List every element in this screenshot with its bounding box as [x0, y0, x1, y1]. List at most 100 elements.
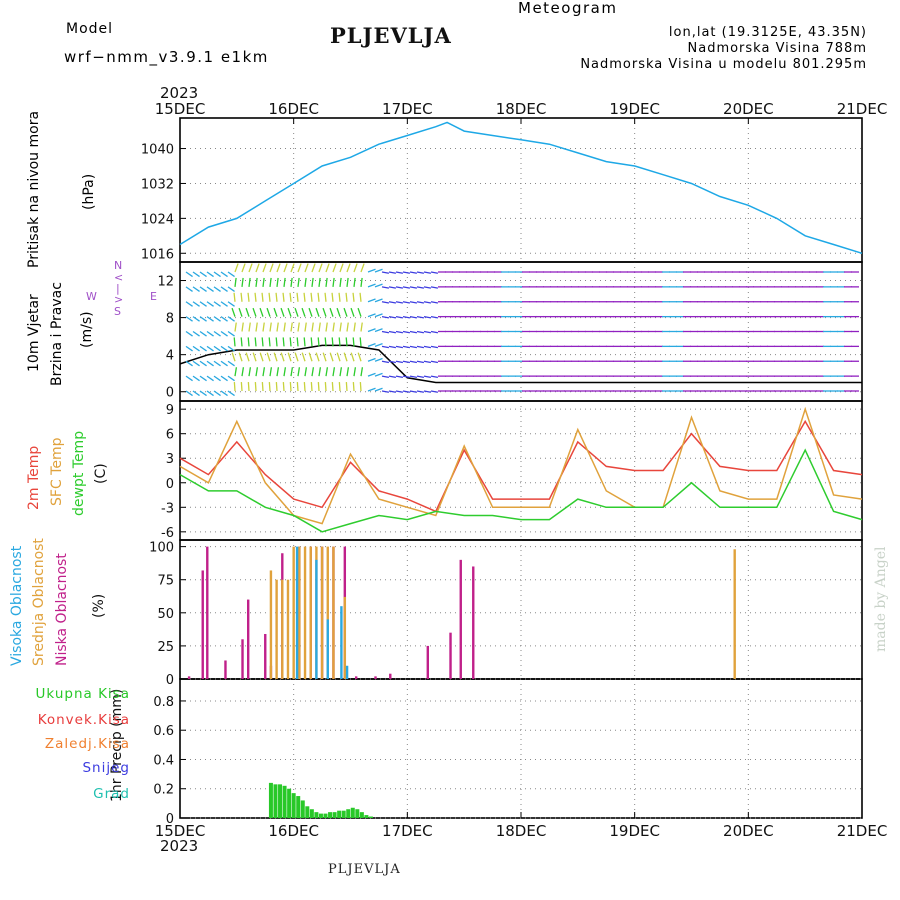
wind-arrow: [296, 381, 299, 392]
wind-arrow: [240, 337, 243, 347]
wind-arrow: [294, 307, 299, 317]
wind-arrow: [276, 263, 281, 273]
wind-arrow: [192, 345, 200, 352]
wind-arrow: [331, 337, 334, 347]
wind-arrow: [352, 337, 355, 347]
wind-arrow: [430, 390, 439, 393]
wind-arrow: [409, 286, 418, 289]
wind-arrow: [423, 286, 432, 289]
visoka-oblacnost-bar: [345, 665, 349, 679]
wind-arrow: [234, 322, 237, 332]
wind-arrow: [282, 381, 285, 392]
wind-arrow: [185, 360, 193, 367]
wind-arrow: [199, 271, 207, 278]
wind-arrow: [352, 381, 355, 392]
wind-arrow: [185, 375, 193, 382]
wind-arrow: [192, 301, 200, 307]
wind-arrow: [339, 263, 344, 273]
wind-arrow: [325, 322, 328, 332]
wind-arrow: [185, 316, 193, 322]
wind-arrow: [402, 375, 411, 378]
niska-oblacnost-bar: [247, 599, 250, 679]
wind-arrow: [220, 360, 228, 367]
wind-arrow: [247, 292, 250, 302]
year-bottom: 2023: [160, 837, 199, 855]
wind-arrow: [303, 337, 306, 347]
wind-arrow: [395, 360, 404, 364]
wind-arrow: [199, 316, 207, 322]
wind-arrow: [199, 301, 207, 307]
wind-arrow: [430, 360, 439, 364]
wind-arrow: [332, 367, 336, 377]
wind-arrow: [360, 322, 363, 332]
wind-arrow: [308, 352, 313, 362]
wind-arrow: [336, 307, 341, 317]
wind-arrow: [315, 352, 320, 362]
wind-arrow: [336, 352, 341, 362]
wind-arrow: [227, 345, 235, 352]
y-tick-label: 25: [157, 640, 174, 655]
niska-oblacnost-bar: [187, 676, 191, 679]
wind-arrow: [276, 277, 279, 287]
wind-arrow: [381, 301, 390, 304]
wind-arrow: [329, 307, 334, 317]
wind-arrow: [276, 322, 279, 332]
wind-arrow: [185, 330, 193, 337]
wind-arrow: [381, 315, 390, 319]
wind-arrow: [395, 315, 404, 319]
srednja-oblacnost-bar: [343, 596, 347, 679]
x-tick-label-top: 15DEC: [155, 100, 206, 118]
wind-arrow: [374, 372, 383, 377]
niska-oblacnost-bar: [201, 570, 204, 679]
wind-arrow: [220, 271, 228, 278]
wind-arrow: [416, 375, 425, 378]
wind-arrow: [254, 337, 257, 347]
wind-arrow: [388, 390, 397, 393]
y-tick-label: 12: [157, 275, 174, 290]
wind-arrow: [233, 381, 236, 392]
wind-arrow: [220, 330, 228, 337]
wind-arrow: [206, 390, 214, 397]
wind-arrow: [416, 301, 425, 304]
wind-arrow: [338, 292, 341, 302]
wind-arrow: [352, 292, 355, 302]
wind-arrow: [248, 322, 251, 332]
wind-arrow: [290, 263, 295, 273]
x-tick-label-top: 16DEC: [268, 100, 319, 118]
wind-arrow: [238, 307, 243, 317]
ukupna-kisa-bar: [268, 782, 273, 818]
wind-arrow: [423, 315, 432, 319]
wind-arrow: [241, 277, 244, 287]
niska-oblacnost-bar: [449, 632, 452, 679]
wind-arrow: [416, 360, 425, 364]
y-tick-label: 75: [157, 574, 174, 589]
wind-arrow: [357, 307, 362, 317]
wind-arrow: [409, 375, 418, 378]
wind-arrow: [297, 263, 302, 273]
wind-arrow: [388, 286, 397, 289]
wind-arrow: [199, 330, 207, 337]
ukupna-kisa-bar: [273, 784, 278, 818]
wind-arrow: [289, 292, 292, 302]
wind-arrow: [199, 286, 207, 292]
wind-arrow: [381, 286, 390, 289]
wind-arrow: [374, 387, 383, 392]
wind-arrow: [248, 367, 252, 377]
wind-arrow: [395, 345, 404, 349]
wind-arrow: [290, 322, 293, 332]
wind-arrow: [241, 322, 244, 332]
wind-arrow: [269, 263, 274, 273]
wind-arrow: [409, 360, 418, 364]
wind-arrow: [367, 372, 376, 377]
wind-arrow: [325, 367, 329, 377]
wind-arrow: [304, 322, 307, 332]
wind-arrow: [381, 345, 390, 349]
wind-arrow: [304, 367, 308, 377]
wind-arrow: [247, 381, 250, 392]
x-tick-label-bottom: 21DEC: [837, 822, 888, 840]
wind-arrow: [192, 316, 200, 322]
wind-arrow: [220, 390, 228, 397]
wind-arrow: [259, 352, 264, 362]
wind-arrow: [359, 381, 362, 392]
wind-speed-line: [179, 344, 862, 384]
